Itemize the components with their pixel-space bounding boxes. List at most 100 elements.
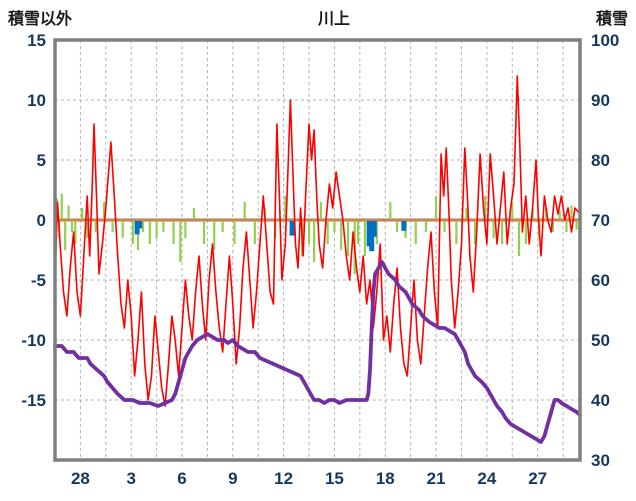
right-axis-tick-label: 90	[591, 91, 610, 110]
green-bars	[221, 220, 224, 232]
green-bars	[389, 202, 392, 220]
x-axis-tick-label: 18	[376, 469, 395, 488]
green-bars	[64, 220, 67, 250]
green-bars	[395, 220, 399, 232]
chart-header: 積雪以外 川上 積雪	[0, 5, 636, 29]
x-axis-tick-label: 15	[325, 469, 344, 488]
right-axis-tick-label: 70	[591, 211, 610, 230]
right-axis-tick-label: 100	[591, 31, 619, 50]
green-bars	[60, 193, 63, 220]
green-bars	[575, 220, 578, 230]
green-bars	[80, 208, 84, 220]
green-bars	[103, 202, 106, 220]
green-bars	[443, 220, 446, 232]
green-bars	[565, 220, 568, 232]
green-bars	[172, 220, 175, 244]
green-bars	[473, 220, 477, 244]
green-bars	[326, 220, 329, 244]
green-bars	[455, 220, 458, 244]
x-axis-tick-label: 3	[126, 469, 135, 488]
blue-bars	[401, 220, 407, 231]
green-bars	[434, 196, 438, 220]
left-axis-title: 積雪以外	[8, 11, 73, 28]
green-bars	[545, 208, 548, 220]
purple-line	[53, 260, 582, 444]
green-bars	[517, 220, 521, 256]
green-bars	[524, 220, 527, 244]
green-bars	[192, 208, 195, 220]
right-axis-title: 積雪	[595, 11, 628, 28]
right-axis-tick-label: 60	[591, 271, 610, 290]
green-bars	[74, 220, 77, 244]
green-bars	[284, 196, 287, 220]
green-bars	[570, 205, 573, 220]
green-bars	[500, 220, 504, 244]
green-bars	[70, 220, 74, 232]
left-axis-tick-label: -15	[21, 391, 46, 410]
left-axis-tick-label: -5	[31, 271, 46, 290]
green-bars	[253, 220, 256, 244]
right-axis-tick-label: 30	[591, 451, 610, 470]
green-bars	[141, 220, 145, 232]
green-bars	[551, 220, 555, 232]
left-axis-tick-label: -10	[21, 331, 46, 350]
green-bars	[67, 205, 70, 220]
green-bars	[340, 220, 343, 250]
green-bars	[558, 210, 561, 220]
chart-title: 川上	[317, 11, 350, 28]
plot-frame	[53, 38, 582, 462]
green-bars	[346, 220, 350, 256]
green-bars	[375, 220, 378, 244]
x-axis-tick-label: 6	[177, 469, 186, 488]
green-bars	[136, 220, 140, 250]
green-bars	[131, 220, 135, 244]
x-axis-tick-label: 28	[71, 469, 90, 488]
green-bars	[202, 220, 206, 244]
green-bars	[363, 220, 367, 256]
green-bars	[307, 220, 311, 244]
green-bars	[357, 220, 360, 244]
green-bars	[213, 220, 216, 250]
green-bars	[414, 220, 417, 244]
green-bars	[155, 220, 158, 238]
green-bars	[162, 220, 165, 232]
green-bars	[484, 196, 487, 220]
green-bars	[179, 220, 182, 262]
x-axis-tick-label: 21	[427, 469, 446, 488]
x-axis-tick-label: 24	[477, 469, 496, 488]
right-axis-tick-label: 80	[591, 151, 610, 170]
green-bars	[94, 220, 97, 232]
green-bars	[313, 220, 316, 262]
x-axis-tick-label: 9	[228, 469, 237, 488]
x-axis-tick-label: 12	[274, 469, 293, 488]
green-bars	[511, 202, 514, 220]
right-axis-tick-label: 40	[591, 391, 610, 410]
green-bars	[233, 220, 236, 244]
blue-bars	[369, 220, 375, 252]
left-axis-tick-label: 5	[37, 151, 46, 170]
x-axis-tick-label: 27	[528, 469, 547, 488]
blue-bars	[289, 220, 295, 236]
right-axis-tick-label: 50	[591, 331, 610, 350]
left-axis-tick-label: 0	[37, 211, 46, 230]
green-bars	[465, 208, 468, 220]
green-bars	[86, 220, 89, 238]
red-line	[54, 75, 581, 407]
left-axis-tick-label: 15	[27, 31, 46, 50]
blue-bars	[137, 220, 143, 229]
green-bars	[319, 202, 322, 220]
green-bars	[111, 220, 114, 232]
green-bars	[492, 220, 495, 238]
blue-bars	[371, 220, 377, 237]
green-bars	[148, 220, 151, 244]
green-bars	[424, 220, 427, 232]
left-axis-tick-label: 10	[27, 91, 46, 110]
blue-bars	[366, 220, 372, 247]
green-bars	[243, 202, 246, 220]
blue-bars	[134, 220, 140, 235]
green-bars	[184, 220, 187, 238]
green-bars	[121, 220, 124, 238]
green-bars	[333, 220, 336, 232]
